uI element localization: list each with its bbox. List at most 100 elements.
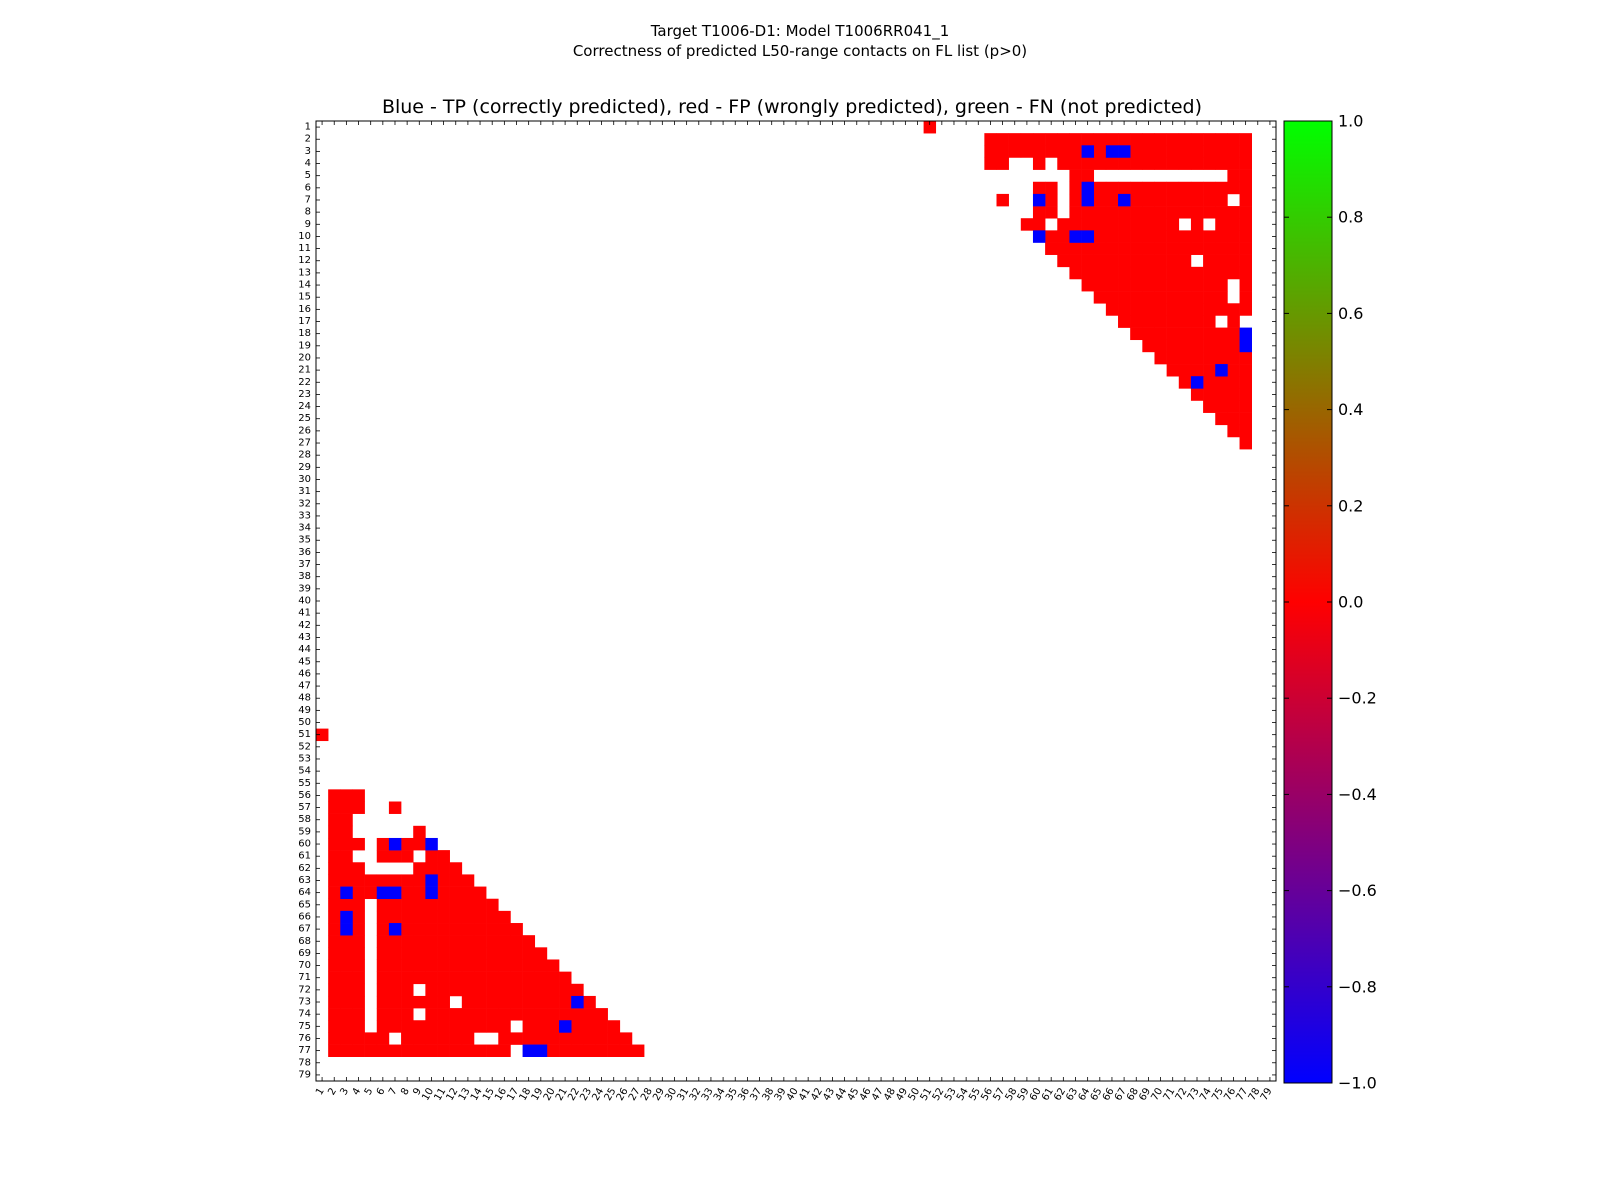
fp-cell xyxy=(449,971,463,985)
tp-cell xyxy=(1105,145,1119,158)
fp-cell xyxy=(1166,254,1180,268)
fp-cell xyxy=(473,1020,487,1033)
fp-cell xyxy=(1215,266,1228,280)
fp-cell xyxy=(340,1020,353,1033)
fp-cell xyxy=(1154,206,1167,219)
fp-cell xyxy=(1154,278,1167,292)
fp-cell xyxy=(1008,133,1022,146)
fp-cell xyxy=(1130,327,1143,341)
fp-cell xyxy=(510,971,523,985)
fp-cell xyxy=(1178,291,1192,304)
fp-cell xyxy=(461,959,475,972)
fp-cell xyxy=(522,935,536,948)
fp-cell xyxy=(486,1044,499,1057)
fp-cell xyxy=(1142,157,1155,170)
y-tick-label: 1 xyxy=(305,122,311,133)
fp-cell xyxy=(1239,364,1252,377)
fp-cell xyxy=(1215,254,1228,268)
fp-cell xyxy=(1130,193,1143,207)
fp-cell xyxy=(1215,278,1228,292)
fp-cell xyxy=(1190,303,1204,316)
y-tick-label: 78 xyxy=(298,1057,311,1068)
fp-cell xyxy=(1105,291,1119,304)
y-tick-label: 59 xyxy=(298,826,311,837)
y-tick-label: 15 xyxy=(298,292,311,303)
fp-cell xyxy=(1045,181,1058,195)
fp-cell xyxy=(1166,339,1180,353)
fp-cell xyxy=(352,910,365,924)
fp-cell xyxy=(984,157,997,170)
fp-cell xyxy=(461,995,475,1009)
fp-cell xyxy=(1190,364,1204,377)
y-tick-label: 57 xyxy=(298,802,311,813)
fp-cell xyxy=(425,935,438,948)
fp-cell xyxy=(316,728,329,742)
fp-cell xyxy=(461,947,475,960)
fp-cell xyxy=(1215,303,1228,316)
fp-cell xyxy=(486,935,499,948)
fp-cell xyxy=(984,133,997,146)
fp-cell xyxy=(1190,230,1204,243)
fp-cell xyxy=(376,959,390,972)
y-tick-label: 73 xyxy=(298,997,311,1008)
fp-cell xyxy=(1154,230,1167,243)
y-tick-label: 33 xyxy=(298,510,311,521)
fp-cell xyxy=(1069,218,1082,231)
y-tick-label: 9 xyxy=(305,219,311,230)
fp-cell xyxy=(340,1032,353,1045)
fp-cell xyxy=(546,959,560,972)
fp-cell xyxy=(1227,388,1240,401)
fp-cell xyxy=(1057,242,1070,255)
fp-cell xyxy=(1203,364,1216,377)
x-tick-label: 8 xyxy=(399,1086,412,1097)
fp-cell xyxy=(1057,218,1070,231)
y-tick-label: 5 xyxy=(305,170,311,181)
fp-cell xyxy=(522,995,536,1009)
fp-cell xyxy=(437,971,450,985)
y-tick-label: 52 xyxy=(298,741,311,752)
y-tick-label: 19 xyxy=(298,340,311,351)
fp-cell xyxy=(413,825,426,839)
y-tick-label: 40 xyxy=(298,596,311,607)
fp-cell xyxy=(1105,266,1119,280)
y-tick-label: 26 xyxy=(298,425,311,436)
y-tick-label: 24 xyxy=(298,401,311,412)
fp-cell xyxy=(437,874,450,887)
fp-cell xyxy=(449,935,463,948)
y-tick-label: 18 xyxy=(298,328,311,339)
fp-cell xyxy=(352,837,365,851)
fp-cell xyxy=(1215,181,1228,195)
fp-cell xyxy=(1166,181,1180,195)
fp-cell xyxy=(1203,291,1216,304)
fp-cell xyxy=(376,1032,390,1045)
fp-cell xyxy=(388,1020,402,1033)
fp-cell xyxy=(1178,206,1192,219)
fp-cell xyxy=(388,874,402,887)
fp-cell xyxy=(1203,339,1216,353)
fp-cell xyxy=(1081,206,1095,219)
y-tick-label: 34 xyxy=(298,523,311,534)
fp-cell xyxy=(376,923,390,936)
fp-cell xyxy=(449,898,463,912)
fp-cell xyxy=(1227,327,1240,341)
fp-cell xyxy=(461,910,475,924)
fp-cell xyxy=(328,1020,341,1033)
fp-cell xyxy=(1166,278,1180,292)
fp-cell xyxy=(1154,193,1167,207)
fp-cell xyxy=(1215,218,1228,231)
fp-cell xyxy=(1190,242,1204,255)
fp-cell xyxy=(1227,133,1240,146)
fp-cell xyxy=(1118,230,1131,243)
y-tick-label: 3 xyxy=(305,146,311,157)
fp-cell xyxy=(1032,218,1046,231)
fp-cell xyxy=(437,1020,450,1033)
fp-cell xyxy=(1105,181,1119,195)
tp-cell xyxy=(388,837,402,851)
tp-cell xyxy=(559,1020,572,1033)
fp-cell xyxy=(1081,133,1095,146)
tp-cell xyxy=(1239,339,1252,353)
fp-cell xyxy=(1154,303,1167,316)
fp-cell xyxy=(1215,400,1228,413)
fp-cell xyxy=(534,1032,548,1045)
fp-cell xyxy=(413,1044,426,1057)
